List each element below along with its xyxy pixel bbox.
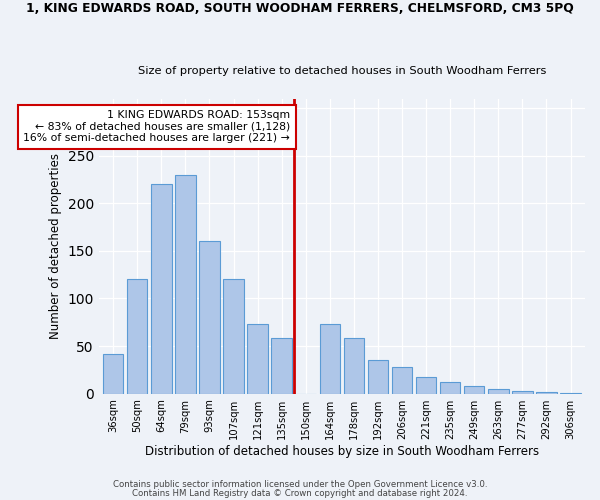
Bar — [512, 391, 533, 394]
Bar — [271, 338, 292, 394]
Text: Contains public sector information licensed under the Open Government Licence v3: Contains public sector information licen… — [113, 480, 487, 489]
Title: Size of property relative to detached houses in South Woodham Ferrers: Size of property relative to detached ho… — [137, 66, 546, 76]
Y-axis label: Number of detached properties: Number of detached properties — [49, 153, 62, 339]
Bar — [464, 386, 484, 394]
Bar — [344, 338, 364, 394]
Bar — [440, 382, 460, 394]
Bar — [103, 354, 124, 394]
Bar — [127, 280, 148, 394]
Bar — [488, 389, 509, 394]
Bar — [560, 393, 581, 394]
Bar — [416, 376, 436, 394]
Bar — [247, 324, 268, 394]
Text: Contains HM Land Registry data © Crown copyright and database right 2024.: Contains HM Land Registry data © Crown c… — [132, 488, 468, 498]
Text: 1, KING EDWARDS ROAD, SOUTH WOODHAM FERRERS, CHELMSFORD, CM3 5PQ: 1, KING EDWARDS ROAD, SOUTH WOODHAM FERR… — [26, 2, 574, 16]
Bar — [392, 367, 412, 394]
Text: 1 KING EDWARDS ROAD: 153sqm
← 83% of detached houses are smaller (1,128)
16% of : 1 KING EDWARDS ROAD: 153sqm ← 83% of det… — [23, 110, 290, 143]
X-axis label: Distribution of detached houses by size in South Woodham Ferrers: Distribution of detached houses by size … — [145, 444, 539, 458]
Bar — [223, 280, 244, 394]
Bar — [175, 174, 196, 394]
Bar — [151, 184, 172, 394]
Bar — [536, 392, 557, 394]
Bar — [368, 360, 388, 394]
Bar — [320, 324, 340, 394]
Bar — [199, 242, 220, 394]
